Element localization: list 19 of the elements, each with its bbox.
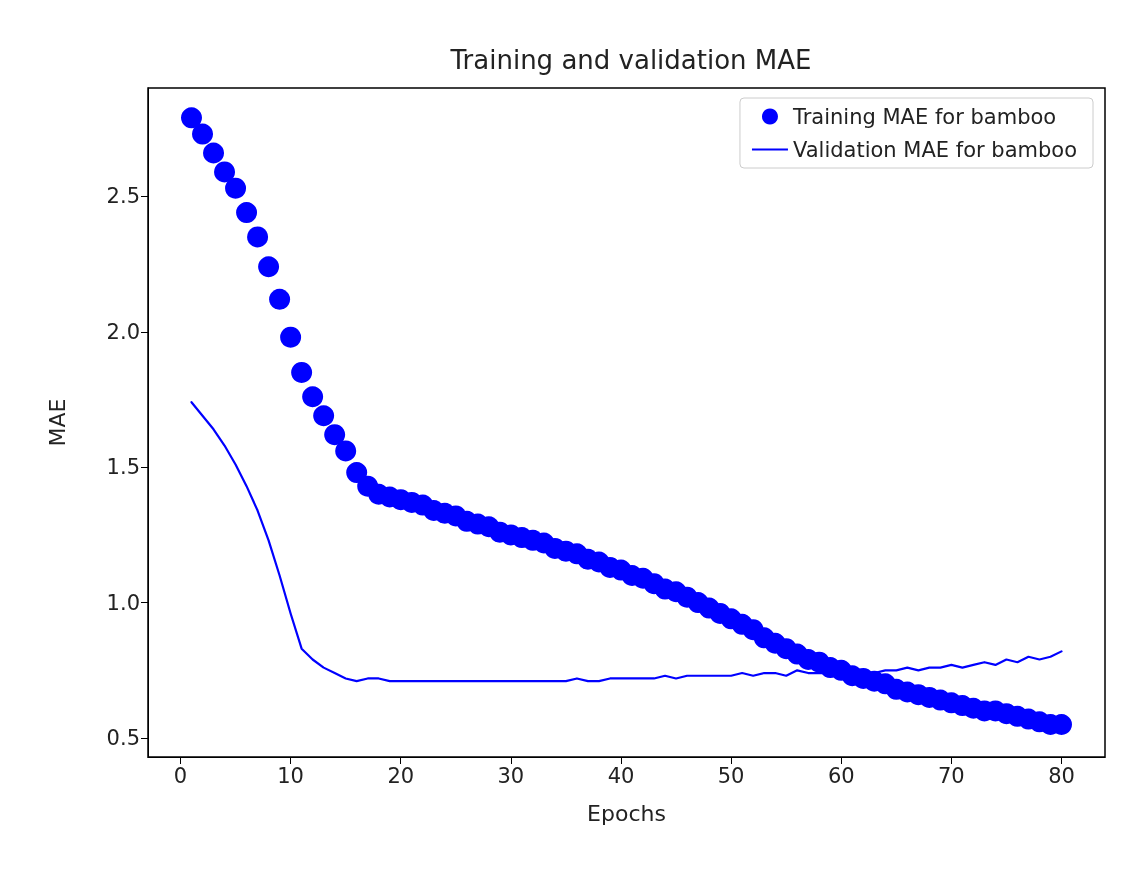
x-tick-label: 40 (607, 763, 635, 788)
y-tick-label: 2.0 (106, 319, 140, 344)
x-tick-label: 50 (717, 763, 745, 788)
y-axis-title: MAE (44, 398, 70, 447)
x-tick-label: 20 (387, 763, 415, 788)
y-tick-label: 1.0 (106, 590, 140, 615)
x-tick-label: 30 (497, 763, 525, 788)
legend-label: Training MAE for bamboo (791, 104, 1057, 129)
x-tick-label: 70 (938, 763, 965, 788)
chart-title: Training and validation MAE (449, 45, 812, 75)
y-tick-label: 1.5 (106, 455, 140, 480)
x-tick-label: 10 (277, 763, 304, 788)
x-tick-label: 0 (173, 763, 188, 788)
x-tick-label: 60 (827, 763, 855, 788)
x-axis-title: Epochs (587, 800, 666, 826)
legend-label: Validation MAE for bamboo (792, 137, 1078, 162)
x-tick-label: 80 (1048, 763, 1075, 788)
y-tick-label: 0.5 (106, 726, 140, 751)
y-tick-label: 2.5 (106, 184, 140, 209)
